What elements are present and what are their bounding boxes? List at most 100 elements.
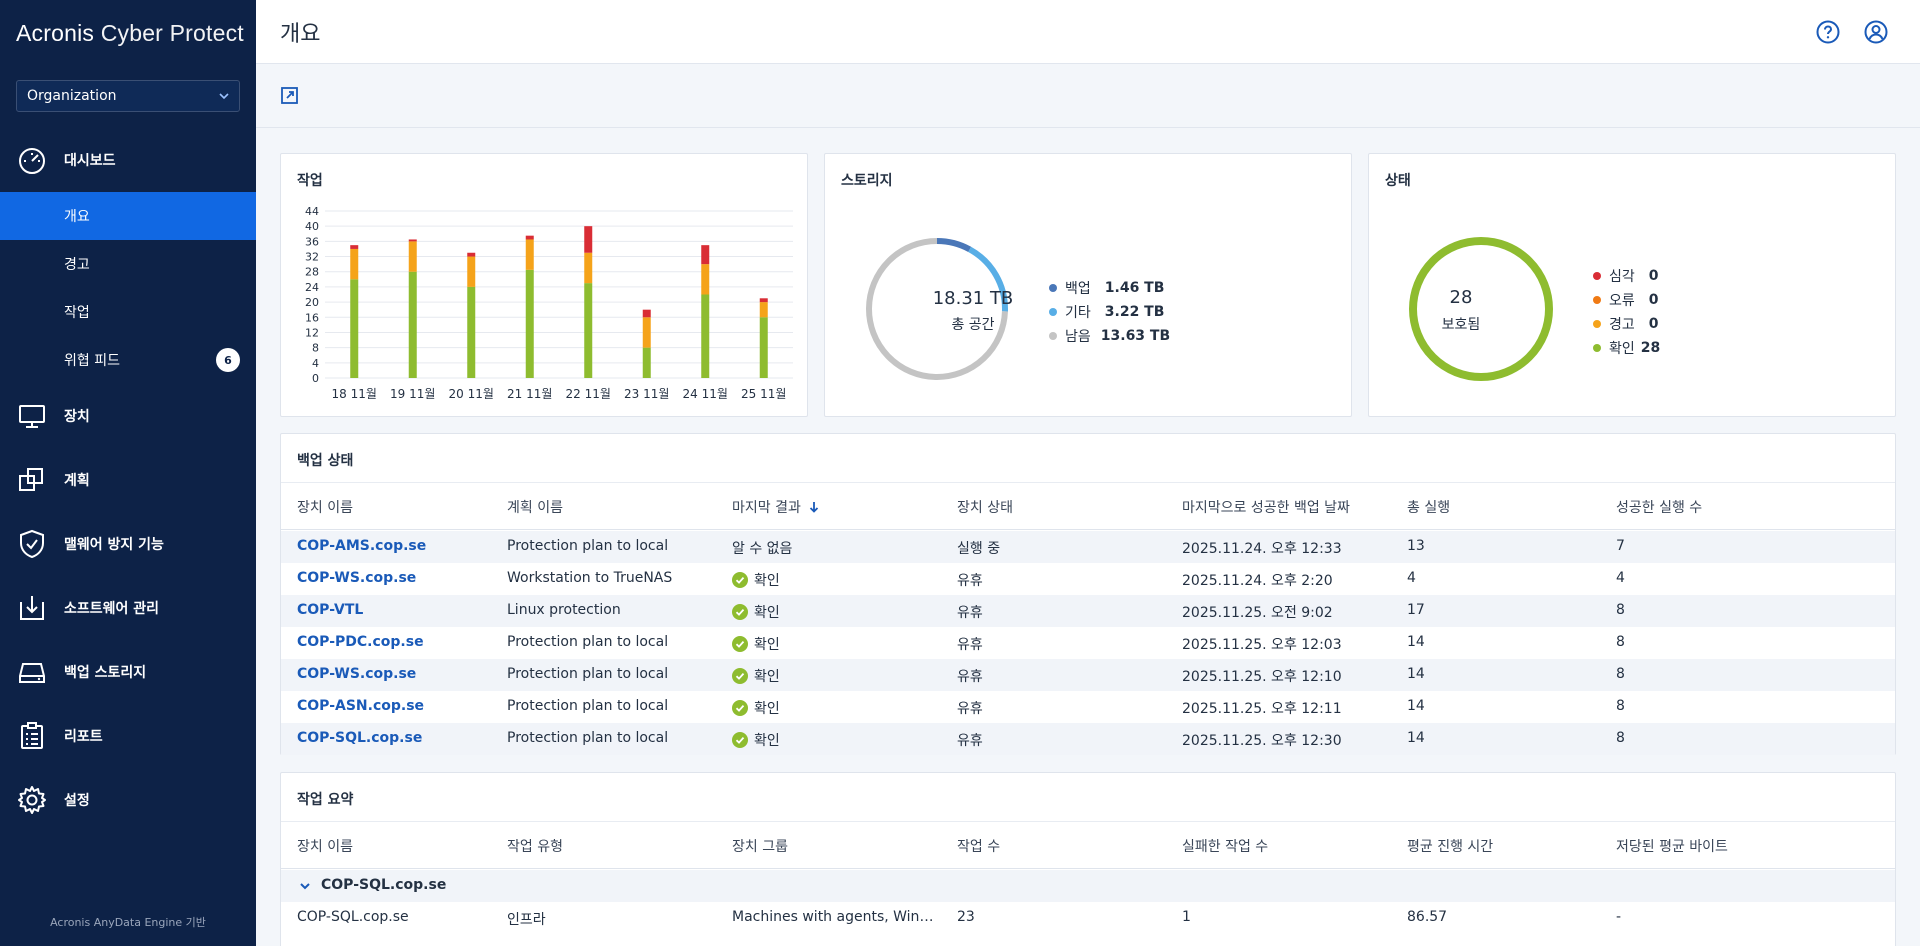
bar-segment-critical[interactable] bbox=[467, 252, 476, 257]
column-header[interactable]: 성공한 실행 수 bbox=[1616, 500, 1703, 516]
column-header[interactable]: 총 실행 bbox=[1407, 500, 1451, 516]
storage-donut-chart bbox=[866, 238, 1008, 380]
column-header-sorted[interactable]: 마지막 결과 bbox=[732, 497, 819, 517]
nav-plans[interactable]: 계획 bbox=[0, 464, 256, 496]
nav-devices[interactable]: 장치 bbox=[0, 400, 256, 432]
legend-label: 확인 bbox=[1609, 341, 1635, 357]
cell-device[interactable]: COP-SQL.cop.se bbox=[297, 730, 422, 746]
table-row[interactable]: COP-WS.cop.se Workstation to TrueNAS 확인 유휴 2… bbox=[281, 563, 1895, 595]
donut-slice[interactable] bbox=[866, 238, 1008, 380]
cell-state: 유휴 bbox=[957, 570, 983, 590]
nav-dashboard[interactable]: 대시보드 bbox=[0, 144, 256, 176]
cell-device[interactable]: COP-ASN.cop.se bbox=[297, 698, 424, 714]
cell-plan-text: Protection plan to local bbox=[507, 730, 669, 746]
bar-segment-warning[interactable] bbox=[350, 248, 359, 280]
legend-value: 0 bbox=[1648, 292, 1659, 308]
logo-brand: Acronis bbox=[16, 20, 95, 46]
cell-device[interactable]: COP-PDC.cop.se bbox=[297, 634, 424, 650]
column-header[interactable]: 장치 이름 bbox=[297, 839, 353, 855]
bar-segment-ok[interactable] bbox=[759, 317, 768, 378]
bar-segment-ok[interactable] bbox=[467, 286, 476, 378]
sidebar-item-alerts[interactable]: 경고 bbox=[0, 240, 256, 288]
cell-total-text: 13 bbox=[1407, 538, 1425, 554]
nav-backup-storage[interactable]: 백업 스토리지 bbox=[0, 656, 256, 688]
cell-success: 4 bbox=[1616, 570, 1625, 586]
donut-slice[interactable] bbox=[936, 238, 972, 253]
sidebar-item-threat-feed[interactable]: 위협 피드 6 bbox=[0, 336, 256, 384]
table-row[interactable]: COP-AMS.cop.se Protection plan to local 알 … bbox=[281, 531, 1895, 563]
user-account-icon[interactable] bbox=[1864, 20, 1888, 44]
cell-state: 유휴 bbox=[957, 730, 983, 750]
bar-segment-ok[interactable] bbox=[350, 279, 359, 378]
bar-segment-critical[interactable] bbox=[584, 226, 593, 253]
column-header[interactable]: 장치 이름 bbox=[297, 500, 353, 516]
sidebar-item-activities[interactable]: 작업 bbox=[0, 288, 256, 336]
group-row[interactable]: COP-SQL.cop.se bbox=[281, 870, 1895, 902]
cell-device[interactable]: COP-VTL bbox=[297, 602, 363, 618]
cell-total: 4 bbox=[1407, 570, 1416, 586]
bar-segment-warning[interactable] bbox=[467, 256, 476, 287]
nav-backup-storage-label: 백업 스토리지 bbox=[64, 665, 147, 681]
cell-total: 14 bbox=[1407, 666, 1425, 682]
bar-segment-warning[interactable] bbox=[584, 252, 593, 284]
column-header[interactable]: 작업 유형 bbox=[507, 839, 563, 855]
bar-segment-ok[interactable] bbox=[584, 283, 593, 378]
group-label: COP-SQL.cop.se bbox=[321, 877, 447, 893]
table-row[interactable]: COP-SQL.cop.se 인프라 Machines with agents,… bbox=[281, 902, 1895, 934]
nav-plans-label: 계획 bbox=[64, 473, 90, 489]
page-header: 개요 bbox=[256, 0, 1920, 64]
cell-date: 2025.11.24. 오후 12:33 bbox=[1182, 538, 1342, 558]
help-icon[interactable] bbox=[1816, 20, 1840, 44]
column-header[interactable]: 마지막으로 성공한 백업 날짜 bbox=[1182, 500, 1350, 516]
bar-segment-critical[interactable] bbox=[759, 298, 768, 303]
jobs-card-title: 작업 bbox=[297, 173, 323, 189]
nav-settings[interactable]: 설정 bbox=[0, 784, 256, 816]
nav-reports[interactable]: 리포트 bbox=[0, 720, 256, 752]
donut-slice[interactable] bbox=[1409, 237, 1553, 381]
cell-device[interactable]: COP-WS.cop.se bbox=[297, 570, 416, 586]
column-header[interactable]: 저당된 평균 바이트 bbox=[1616, 839, 1728, 855]
bar-segment-critical[interactable] bbox=[350, 245, 359, 249]
bar-segment-critical[interactable] bbox=[525, 235, 534, 240]
column-header[interactable]: 장치 그룹 bbox=[732, 839, 788, 855]
column-header[interactable]: 계획 이름 bbox=[507, 500, 563, 516]
column-header[interactable]: 평균 진행 시간 bbox=[1407, 839, 1494, 855]
cell-result-text: 확인 bbox=[754, 605, 780, 621]
bar-segment-warning[interactable] bbox=[525, 239, 534, 270]
table-row[interactable]: COP-PDC.cop.se Protection plan to local 확인… bbox=[281, 627, 1895, 659]
cell-total: 14 bbox=[1407, 634, 1425, 650]
bar-segment-critical[interactable] bbox=[408, 239, 417, 242]
cell-device[interactable]: COP-AMS.cop.se bbox=[297, 538, 426, 554]
organization-select[interactable]: Organization bbox=[16, 80, 240, 112]
column-header[interactable]: 실패한 작업 수 bbox=[1182, 839, 1269, 855]
bar-segment-warning[interactable] bbox=[759, 302, 768, 318]
y-tick-label: 28 bbox=[305, 266, 319, 279]
bar-segment-ok[interactable] bbox=[525, 269, 534, 378]
bar-segment-critical[interactable] bbox=[642, 309, 651, 318]
cell-device[interactable]: COP-WS.cop.se bbox=[297, 666, 416, 682]
table-row[interactable]: COP-VTL Linux protection 확인 유휴 2025.11.25. 오… bbox=[281, 595, 1895, 627]
column-header[interactable]: 장치 상태 bbox=[957, 500, 1013, 516]
bar-segment-warning[interactable] bbox=[408, 241, 417, 272]
bar-segment-warning[interactable] bbox=[701, 264, 710, 295]
bar-segment-ok[interactable] bbox=[642, 347, 651, 378]
nav-software-management[interactable]: 소프트웨어 관리 bbox=[0, 592, 256, 624]
cell-device: COP-SQL.cop.se bbox=[297, 909, 409, 925]
table-row[interactable]: COP-WS.cop.se Protection plan to local 확인 유… bbox=[281, 659, 1895, 691]
donut-slice[interactable] bbox=[968, 246, 1008, 312]
bar-segment-ok[interactable] bbox=[701, 294, 710, 379]
legend-value: 1.46 TB bbox=[1104, 280, 1165, 296]
column-header[interactable]: 작업 수 bbox=[957, 839, 1001, 855]
sidebar-item-overview[interactable]: 개요 bbox=[0, 192, 256, 240]
table-row[interactable]: COP-ASN.cop.se Protection plan to local 확인… bbox=[281, 691, 1895, 723]
sidebar-item-label: 위협 피드 bbox=[64, 353, 120, 369]
y-tick-label: 16 bbox=[305, 311, 319, 324]
x-tick-label: 19 11월 bbox=[390, 387, 435, 401]
bar-segment-warning[interactable] bbox=[642, 317, 651, 348]
nav-antimalware[interactable]: 맬웨어 방지 기능 bbox=[0, 528, 256, 560]
cell-date: 2025.11.25. 오후 12:10 bbox=[1182, 666, 1342, 686]
expand-icon[interactable] bbox=[280, 86, 300, 106]
bar-segment-ok[interactable] bbox=[408, 271, 417, 378]
table-row[interactable]: COP-SQL.cop.se Protection plan to local 확인… bbox=[281, 723, 1895, 755]
bar-segment-critical[interactable] bbox=[701, 245, 710, 265]
